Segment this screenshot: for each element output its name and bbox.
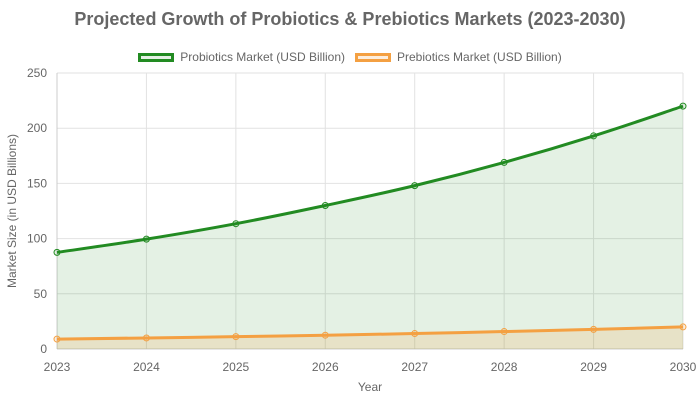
legend: Probiotics Market (USD Billion) Prebioti…: [0, 47, 700, 67]
legend-item-probiotics[interactable]: Probiotics Market (USD Billion): [138, 50, 345, 64]
series-line-probiotics: [56, 104, 684, 254]
x-axis-title: Year: [358, 380, 382, 394]
y-tick-label: 50: [34, 287, 48, 301]
data-point-prebiotics[interactable]: [679, 323, 687, 331]
x-tick-label: 2026: [312, 360, 339, 374]
data-point-probiotics[interactable]: [500, 158, 508, 166]
y-tick-label: 250: [27, 66, 47, 80]
chart-title: Projected Growth of Probiotics & Prebiot…: [74, 9, 626, 29]
area-fill-probiotics: [57, 106, 683, 350]
data-point-prebiotics[interactable]: [321, 331, 329, 339]
data-point-probiotics[interactable]: [53, 248, 61, 256]
data-point-probiotics[interactable]: [679, 102, 687, 110]
x-tick-label: 2023: [44, 360, 71, 374]
data-point-probiotics[interactable]: [590, 132, 598, 140]
data-point-probiotics[interactable]: [142, 235, 150, 243]
data-point-probiotics[interactable]: [321, 201, 329, 209]
x-tick-label: 2029: [580, 360, 607, 374]
y-tick-label: 200: [27, 121, 47, 135]
y-tick-label: 100: [27, 232, 47, 246]
y-tick-label: 150: [27, 176, 47, 190]
data-point-prebiotics[interactable]: [500, 328, 508, 336]
x-tick-label: 2030: [670, 360, 697, 374]
legend-item-prebiotics[interactable]: Prebiotics Market (USD Billion): [355, 50, 562, 64]
y-tick-label: 0: [40, 342, 47, 356]
data-point-prebiotics[interactable]: [590, 325, 598, 333]
legend-swatch-probiotics: [138, 52, 175, 62]
data-point-probiotics[interactable]: [411, 182, 419, 190]
x-tick-label: 2027: [401, 360, 428, 374]
data-point-prebiotics[interactable]: [53, 335, 61, 343]
x-tick-label: 2028: [491, 360, 518, 374]
legend-label-probiotics: Probiotics Market (USD Billion): [180, 50, 345, 64]
legend-swatch-prebiotics: [355, 52, 391, 62]
data-point-prebiotics[interactable]: [232, 333, 240, 341]
data-point-prebiotics[interactable]: [142, 334, 150, 342]
data-point-probiotics[interactable]: [232, 220, 240, 228]
x-tick-label: 2025: [223, 360, 250, 374]
legend-label-prebiotics: Prebiotics Market (USD Billion): [397, 50, 562, 64]
y-axis-title: Market Size (in USD Billions): [5, 134, 19, 288]
x-tick-label: 2024: [133, 360, 160, 374]
data-point-prebiotics[interactable]: [411, 330, 419, 338]
series-line-prebiotics: [56, 325, 684, 341]
